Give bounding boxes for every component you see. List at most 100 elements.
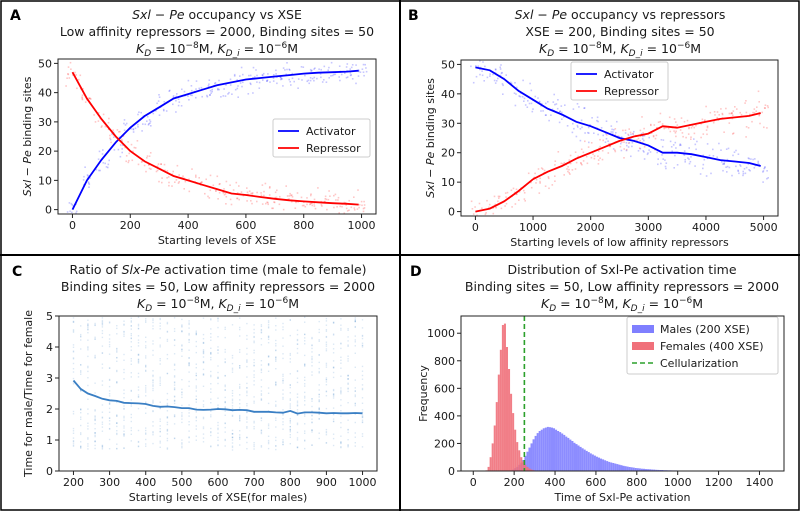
- scatter-point: [626, 144, 628, 147]
- scatter-point: [72, 344, 75, 346]
- scatter-point: [304, 385, 306, 387]
- scatter-point: [282, 357, 284, 360]
- scatter-point: [361, 346, 364, 348]
- scatter-point: [166, 338, 169, 341]
- scatter-point: [93, 114, 95, 116]
- scatter-point: [680, 117, 683, 119]
- scatter-point: [116, 422, 118, 424]
- scatter-point: [188, 385, 190, 387]
- scatter-point: [72, 329, 75, 331]
- scatter-point: [224, 401, 226, 403]
- scatter-point: [532, 108, 534, 110]
- scatter-point: [302, 66, 305, 68]
- scatter-point: [256, 74, 258, 77]
- scatter-point: [145, 387, 147, 389]
- scatter-point: [116, 422, 118, 424]
- scatter-point: [134, 147, 137, 149]
- scatter-point: [643, 146, 646, 148]
- scatter-point: [500, 207, 503, 210]
- scatter-point: [215, 189, 217, 192]
- scatter-point: [175, 111, 177, 113]
- scatter-point: [335, 199, 337, 201]
- scatter-point: [696, 140, 698, 143]
- scatter-point: [361, 344, 364, 347]
- scatter-point: [101, 345, 104, 347]
- scatter-point: [652, 135, 655, 138]
- scatter-point: [357, 55, 359, 57]
- x-tick-label: 800: [293, 219, 314, 232]
- scatter-point: [231, 445, 234, 447]
- scatter-point: [648, 136, 650, 139]
- scatter-point: [289, 384, 291, 386]
- scatter-point: [217, 87, 219, 90]
- scatter-point: [282, 398, 284, 400]
- scatter-point: [130, 363, 132, 365]
- scatter-point: [282, 345, 284, 347]
- scatter-point: [345, 76, 348, 79]
- scatter-point: [282, 375, 284, 377]
- scatter-point: [261, 74, 264, 77]
- scatter-point: [210, 347, 212, 349]
- scatter-point: [289, 319, 291, 321]
- scatter-point: [123, 447, 125, 449]
- histogram-bar: [642, 468, 645, 471]
- scatter-point: [535, 182, 537, 184]
- scatter-point: [685, 136, 687, 139]
- scatter-point: [235, 181, 238, 184]
- scatter-point: [577, 155, 579, 158]
- scatter-point: [210, 318, 212, 320]
- scatter-point: [202, 368, 205, 371]
- scatter-point: [273, 74, 275, 76]
- scatter-point: [701, 118, 704, 121]
- scatter-point: [289, 422, 291, 424]
- scatter-point: [260, 417, 263, 419]
- scatter-point: [475, 75, 478, 78]
- scatter-point: [123, 129, 126, 132]
- scatter-point: [267, 335, 270, 337]
- scatter-point: [669, 130, 672, 133]
- scatter-point: [332, 397, 335, 399]
- scatter-point: [304, 205, 307, 208]
- scatter-point: [82, 88, 84, 90]
- scatter-point: [224, 361, 226, 364]
- scatter-point: [354, 436, 356, 438]
- scatter-point: [515, 193, 518, 196]
- scatter-point: [181, 379, 183, 381]
- scatter-point: [332, 420, 335, 422]
- scatter-point: [130, 320, 132, 322]
- scatter-point: [195, 367, 197, 369]
- scatter-point: [267, 320, 270, 322]
- scatter-point: [87, 448, 89, 450]
- scatter-point: [291, 194, 293, 196]
- title-part: occupancy vs XSE: [185, 7, 302, 22]
- scatter-point: [145, 364, 147, 367]
- kd-part: K: [136, 41, 146, 56]
- scatter-point: [275, 419, 277, 421]
- scatter-point: [596, 119, 598, 122]
- scatter-point: [723, 131, 725, 133]
- scatter-point: [108, 427, 111, 430]
- scatter-point: [137, 445, 140, 448]
- scatter-point: [632, 133, 634, 135]
- y-axis-label: Time for male/Time for female: [22, 310, 35, 478]
- scatter-point: [269, 81, 271, 83]
- scatter-point: [683, 150, 686, 152]
- scatter-point: [288, 198, 290, 200]
- scatter-point: [173, 437, 176, 439]
- scatter-point: [145, 412, 147, 414]
- scatter-point: [752, 158, 754, 161]
- scatter-point: [145, 395, 147, 397]
- scatter-point: [699, 173, 702, 175]
- scatter-point: [253, 428, 255, 430]
- scatter-point: [495, 206, 497, 208]
- scatter-point: [250, 192, 252, 195]
- scatter-point: [209, 189, 212, 192]
- scatter-point: [474, 206, 476, 208]
- histogram-bar: [595, 456, 598, 471]
- scatter-point: [289, 429, 291, 432]
- scatter-point: [291, 196, 294, 198]
- scatter-point: [569, 162, 572, 165]
- scatter-point: [181, 318, 183, 321]
- scatter-point: [239, 403, 241, 405]
- scatter-point: [163, 163, 166, 166]
